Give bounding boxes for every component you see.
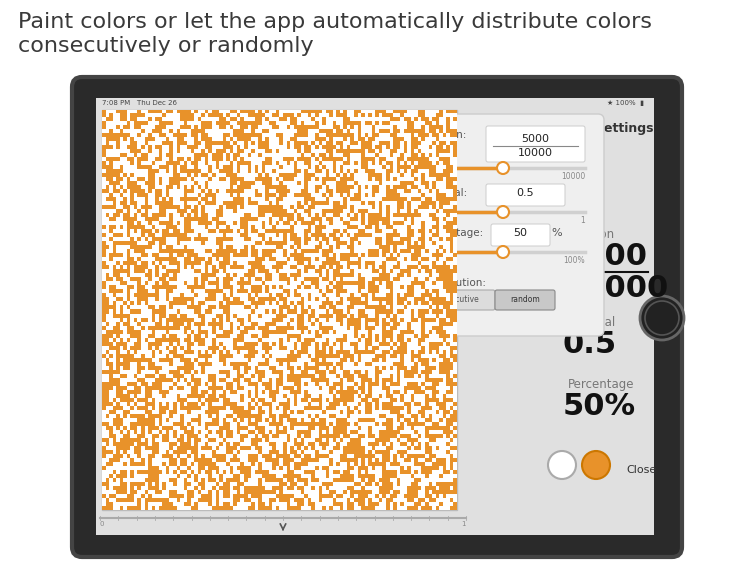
Circle shape: [582, 451, 610, 479]
Text: 10000: 10000: [518, 148, 553, 158]
Text: %: %: [551, 228, 562, 238]
Text: 7:08 PM   Thu Dec 26: 7:08 PM Thu Dec 26: [102, 100, 177, 106]
Text: Decimal: Decimal: [568, 316, 616, 329]
Circle shape: [548, 451, 576, 479]
Text: Distribution:: Distribution:: [421, 278, 486, 288]
FancyBboxPatch shape: [72, 77, 682, 557]
Bar: [96, 98, 654, 535]
Text: Paint colors or let the app automatically distribute colors: Paint colors or let the app automaticall…: [18, 12, 652, 32]
Text: 0.5: 0.5: [516, 188, 534, 198]
FancyBboxPatch shape: [486, 184, 565, 206]
Text: 50%: 50%: [563, 392, 636, 421]
FancyBboxPatch shape: [486, 126, 585, 162]
FancyBboxPatch shape: [491, 224, 550, 246]
Text: Percentage: Percentage: [568, 378, 634, 391]
Text: Fraction: Fraction: [568, 228, 615, 241]
Text: Percentage:: Percentage:: [421, 228, 483, 238]
Text: Fraction:: Fraction:: [421, 130, 466, 140]
Text: 10000: 10000: [561, 172, 585, 181]
Text: 50: 50: [513, 228, 527, 238]
Text: 0: 0: [421, 216, 426, 225]
Text: 0: 0: [421, 172, 426, 181]
FancyBboxPatch shape: [495, 290, 555, 310]
FancyBboxPatch shape: [407, 114, 604, 336]
Text: ★ 100%  ▮: ★ 100% ▮: [607, 100, 644, 106]
Text: 1: 1: [461, 521, 466, 527]
FancyBboxPatch shape: [419, 290, 495, 310]
Text: consecutively or randomly: consecutively or randomly: [18, 36, 313, 56]
Circle shape: [640, 296, 684, 340]
Text: consecutive: consecutive: [434, 296, 480, 305]
Circle shape: [497, 162, 509, 174]
Text: Settings: Settings: [595, 122, 653, 135]
Text: random: random: [510, 296, 540, 305]
Text: 0.5: 0.5: [563, 330, 617, 359]
Bar: [102, 110, 457, 510]
Text: 0: 0: [421, 256, 426, 265]
Text: 0: 0: [100, 521, 104, 527]
Text: Decimal:: Decimal:: [421, 188, 467, 198]
Circle shape: [497, 246, 509, 258]
Text: 1: 1: [580, 216, 585, 225]
Text: 10000: 10000: [563, 274, 669, 303]
Text: Set: Set: [560, 122, 584, 135]
Circle shape: [497, 206, 509, 218]
Text: 5000: 5000: [563, 242, 648, 271]
Text: 100%: 100%: [563, 256, 585, 265]
Text: Close: Close: [626, 465, 656, 475]
Text: 5000: 5000: [521, 134, 549, 144]
